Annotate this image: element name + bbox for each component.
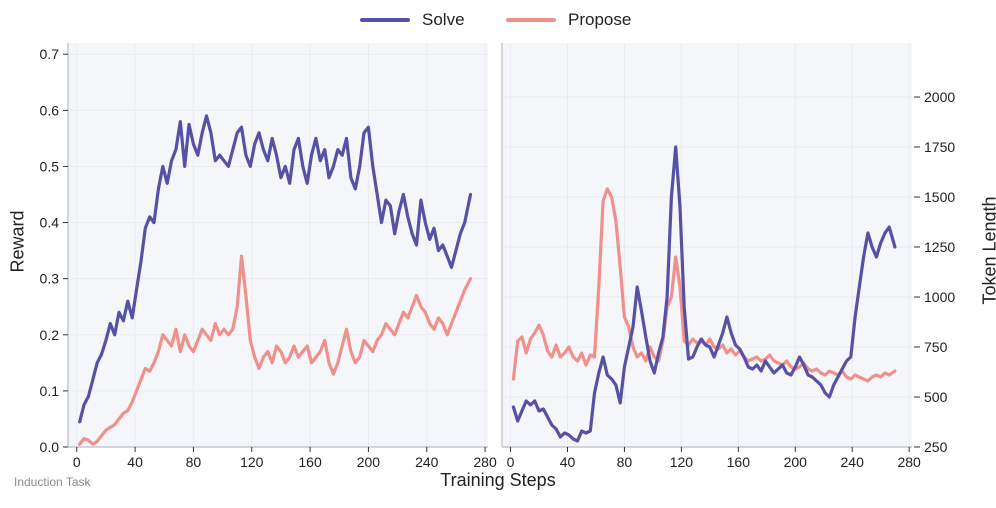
right-x-tick-label: 0 [507,454,515,470]
legend-swatch-solve [360,18,410,22]
left-plot-background [68,43,488,447]
right-x-tick-label: 40 [560,454,576,470]
right-x-tick-label: 80 [617,454,633,470]
left-x-tick-label: 240 [415,454,439,470]
left-y-tick-label: 0.7 [40,46,60,62]
left-y-tick-label: 0.0 [40,439,60,455]
left-x-tick-label: 200 [357,454,381,470]
right-y-tick-label: 250 [924,439,948,455]
y-axis-label-right: Token Length [980,191,996,311]
right-x-tick-label: 200 [784,454,808,470]
legend-item-solve: Solve [360,6,465,34]
left-x-tick-label: 280 [473,454,497,470]
left-y-tick-label: 0.6 [40,102,60,118]
reward-panel: 0 40 80 120 160 200 240 280 0.0 0.1 0.2 0.3 0.4 0.5 0.… [40,43,497,470]
legend: Solve Propose [0,6,996,34]
right-y-tick-label: 2000 [924,89,955,105]
left-y-tick-label: 0.5 [40,158,60,174]
legend-item-propose: Propose [506,6,631,34]
legend-label-propose: Propose [568,10,631,30]
left-x-tick-label: 40 [127,454,143,470]
left-x-tick-label: 0 [73,454,81,470]
footnote: Induction Task [14,475,91,489]
left-x-tick-label: 80 [186,454,202,470]
right-x-tick-label: 240 [841,454,865,470]
right-y-tick-label: 1750 [924,139,955,155]
left-y-tick-label: 0.1 [40,383,60,399]
right-x-tick-label: 160 [727,454,751,470]
right-x-tick-label: 120 [670,454,694,470]
left-y-tick-label: 0.4 [40,215,60,231]
legend-swatch-propose [506,18,556,22]
right-y-tick-label: 750 [924,339,948,355]
y-axis-label-left: Reward [8,213,29,273]
right-y-tick-label: 1000 [924,289,955,305]
left-y-tick-label: 0.3 [40,271,60,287]
right-y-tick-label: 500 [924,389,948,405]
left-x-tick-label: 120 [240,454,264,470]
right-x-tick-label: 280 [897,454,921,470]
left-y-tick-label: 0.2 [40,327,60,343]
legend-label-solve: Solve [422,10,465,30]
x-axis-label: Training Steps [0,470,996,491]
right-y-tick-label: 1250 [924,239,955,255]
left-x-tick-label: 160 [298,454,322,470]
right-y-tick-label: 1500 [924,189,955,205]
right-plot-background [502,43,912,447]
